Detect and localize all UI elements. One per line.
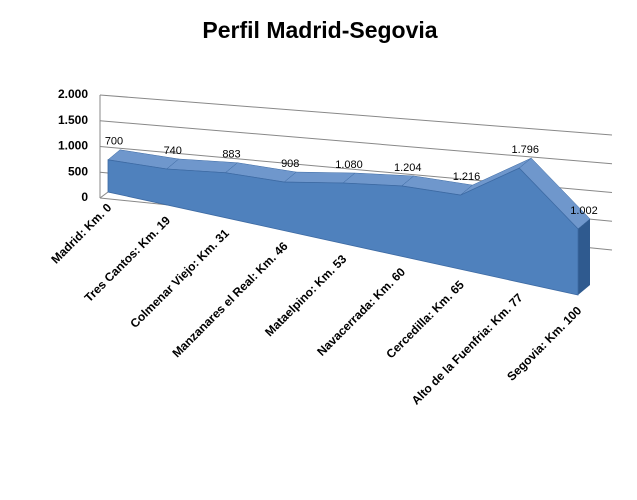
x-tick-label: Cercedilla: Km. 65 <box>383 277 467 361</box>
y-tick-label: 1.000 <box>58 139 88 153</box>
value-label: 1.216 <box>453 171 481 183</box>
x-tick-label: Madrid: Km. 0 <box>48 200 114 266</box>
area <box>107 159 579 296</box>
value-label: 740 <box>164 145 182 157</box>
axis-line <box>99 191 109 199</box>
area-top <box>283 171 356 184</box>
x-tick-label: Segovia: Km. 100 <box>504 303 584 383</box>
y-tick-label: 0 <box>81 190 88 204</box>
y-tick-label: 2.000 <box>58 87 88 101</box>
grid-line <box>99 94 613 136</box>
grid-line <box>99 120 613 165</box>
area-side <box>578 218 590 295</box>
value-label: 1.002 <box>570 205 598 217</box>
y-tick-label: 1.500 <box>58 113 88 127</box>
value-label: 1.204 <box>394 162 422 174</box>
x-tick-label: Manzanares el Real: Km. 46 <box>169 239 290 360</box>
y-tick-label: 500 <box>68 164 88 178</box>
value-label: 1.080 <box>335 159 363 171</box>
value-label: 700 <box>105 136 123 148</box>
value-label: 883 <box>222 149 240 161</box>
value-label: 1.796 <box>511 144 539 156</box>
value-label: 908 <box>281 158 299 170</box>
chart-title: Perfil Madrid-Segovia <box>202 17 437 43</box>
